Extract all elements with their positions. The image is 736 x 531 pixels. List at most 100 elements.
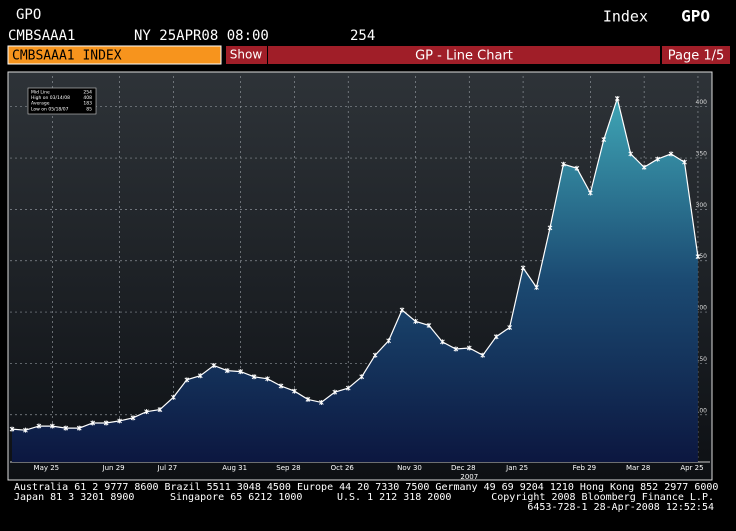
marker xyxy=(76,425,82,431)
marker xyxy=(641,164,647,170)
year-label: 2007 xyxy=(460,473,478,481)
marker xyxy=(534,284,539,290)
timestamp: NY 25APR08 08:00 xyxy=(134,28,269,44)
x-tick-label: Apr 25 xyxy=(680,464,703,472)
marker xyxy=(278,383,284,389)
marker xyxy=(399,307,405,313)
marker xyxy=(587,190,593,196)
marker xyxy=(601,137,607,143)
marker xyxy=(372,352,378,358)
marker xyxy=(251,374,257,380)
x-tick-label: Feb 29 xyxy=(573,464,597,472)
y-tick-label: 250 xyxy=(696,253,708,260)
marker xyxy=(211,362,217,368)
marker xyxy=(655,156,660,162)
x-tick-label: Oct 26 xyxy=(331,464,355,472)
footer-stamp: 6453-728-1 28-Apr-2008 12:52:54 xyxy=(527,502,714,513)
marker xyxy=(36,423,42,429)
marker xyxy=(117,418,122,424)
footer-japan: Japan 81 3 3201 8900 xyxy=(14,492,134,503)
y-tick-label: 200 xyxy=(696,305,708,312)
right-code: GPO xyxy=(681,7,710,26)
stats-value: 183 xyxy=(83,101,92,107)
stats-value: 408 xyxy=(83,95,92,101)
stats-label: Average xyxy=(31,101,50,107)
x-tick-label: Jul 27 xyxy=(157,464,178,472)
marker xyxy=(493,334,499,340)
x-tick-label: Aug 31 xyxy=(222,464,247,472)
left-code: GPO xyxy=(16,7,41,23)
chart-title: GP - Line Chart xyxy=(415,49,513,64)
marker xyxy=(144,409,149,415)
stats-value: 85 xyxy=(86,106,92,112)
marker xyxy=(332,389,338,395)
marker xyxy=(480,352,486,358)
marker xyxy=(614,95,620,101)
marker xyxy=(426,322,432,328)
marker xyxy=(171,394,176,400)
marker xyxy=(466,345,472,351)
stats-box xyxy=(27,87,97,115)
x-tick-label: Nov 30 xyxy=(397,464,422,472)
security-text: CMBSAAA1 INDEX xyxy=(12,49,122,64)
stats-label: High on 03/14/08 xyxy=(31,95,70,101)
y-tick-label: 350 xyxy=(696,151,708,158)
marker xyxy=(49,423,55,429)
y-tick-label: 150 xyxy=(696,356,708,363)
show-button[interactable] xyxy=(226,46,267,64)
footer-singapore: Singapore 65 6212 1000 xyxy=(170,492,302,503)
ticker: CMBSAAA1 xyxy=(8,28,75,44)
marker xyxy=(561,161,566,167)
footer-line: Australia 61 2 9777 8600 Brazil 5511 304… xyxy=(14,482,718,493)
marker xyxy=(359,374,365,380)
marker xyxy=(547,225,553,231)
marker xyxy=(224,368,230,374)
page-box[interactable] xyxy=(662,46,730,64)
marker xyxy=(440,339,445,345)
y-tick-label: 400 xyxy=(696,99,708,106)
x-tick-label: Jan 25 xyxy=(505,464,528,472)
marker xyxy=(130,415,136,421)
marker xyxy=(318,399,324,405)
stats-label: Mid Line xyxy=(31,90,50,96)
plot: 100 150 200 250 300 350 400 May 25 Jun 29 Jul 27 A… xyxy=(9,76,710,481)
marker xyxy=(265,376,270,382)
security-field[interactable] xyxy=(7,45,222,65)
x-tick-label: Dec 28 xyxy=(451,464,476,472)
show-label: Show xyxy=(230,48,263,62)
marker xyxy=(305,396,311,402)
marker xyxy=(668,151,674,157)
marker xyxy=(184,377,190,383)
y-tick-label: 100 xyxy=(696,407,708,414)
x-tick-label: May 25 xyxy=(34,464,60,472)
marker xyxy=(682,159,687,165)
marker xyxy=(157,407,163,413)
stats-value: 254 xyxy=(83,90,92,96)
x-tick-label: Sep 28 xyxy=(276,464,300,472)
marker xyxy=(453,346,459,352)
title-bar xyxy=(268,46,660,64)
marker xyxy=(63,425,69,431)
right-label: Index xyxy=(603,8,648,26)
marker xyxy=(345,385,351,391)
stats-label: Low on 05/18/07 xyxy=(31,106,69,112)
marker xyxy=(695,254,701,260)
marker xyxy=(520,265,526,271)
marker xyxy=(413,318,418,324)
line xyxy=(11,96,699,431)
marker xyxy=(292,388,297,394)
marker xyxy=(386,338,391,344)
page-label: Page 1/5 xyxy=(668,49,725,64)
marker xyxy=(197,373,203,379)
last-value: 254 xyxy=(350,28,375,44)
footer-copyright: Copyright 2008 Bloomberg Finance L.P. xyxy=(491,492,714,503)
marker xyxy=(238,369,244,375)
footer-us: U.S. 1 212 318 2000 xyxy=(337,492,451,503)
x-tick-label: Mar 28 xyxy=(626,464,650,472)
marker xyxy=(628,151,634,157)
y-tick-label: 300 xyxy=(696,202,708,209)
marker xyxy=(103,420,109,426)
x-tick-label: Jun 29 xyxy=(102,464,125,472)
